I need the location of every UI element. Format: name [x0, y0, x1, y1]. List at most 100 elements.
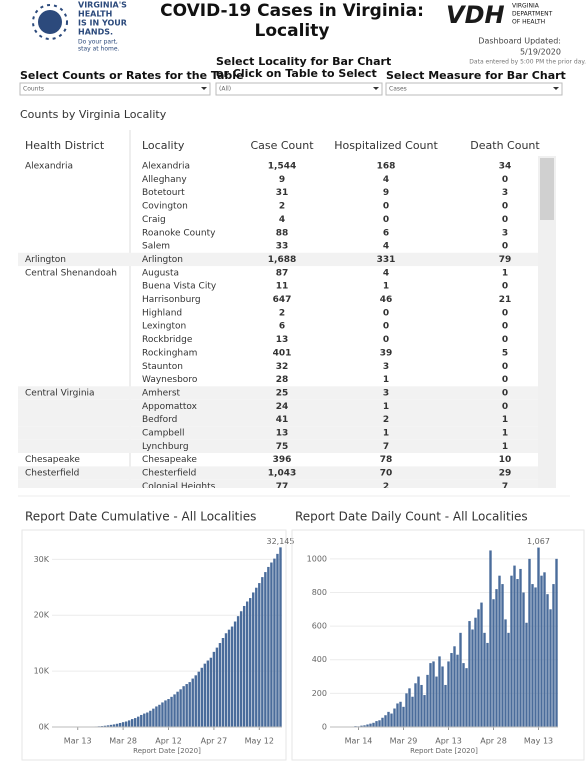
row-band: [18, 252, 538, 267]
table-number: 396: [273, 455, 292, 465]
filter-label: or Click on Table to Select: [216, 67, 377, 80]
table-cell: Highland: [142, 308, 182, 318]
logo-line: HEALTH: [78, 10, 112, 19]
bar: [261, 577, 264, 727]
dropdown[interactable]: Cases: [385, 82, 563, 96]
logo-line: IS IN YOUR: [78, 19, 127, 28]
bar: [411, 696, 414, 727]
bar: [462, 663, 465, 727]
bar: [375, 721, 378, 727]
table-number: 0: [502, 175, 508, 185]
bar: [432, 661, 435, 727]
bar: [528, 558, 531, 727]
bar: [267, 566, 270, 727]
bar: [137, 716, 140, 727]
table-number: 1: [383, 282, 389, 292]
table-number: 0: [502, 335, 508, 345]
chart-frame: [291, 529, 585, 761]
bar: [429, 663, 432, 727]
table-number: 1: [383, 402, 389, 412]
bar: [360, 725, 363, 727]
table-number: 41: [276, 415, 289, 425]
bar: [249, 598, 252, 727]
scrollbar[interactable]: [538, 156, 556, 488]
bar: [480, 602, 483, 727]
bar: [399, 701, 402, 727]
bar: [372, 722, 375, 727]
bar: [381, 717, 384, 727]
row-band: [18, 426, 538, 440]
bar: [200, 667, 204, 727]
vdh-name: OF HEALTH: [512, 19, 545, 26]
table-cell: Botetourt: [142, 188, 185, 198]
dropdown-value: Counts: [23, 86, 44, 93]
bar: [456, 654, 459, 727]
table-number: 3: [502, 188, 508, 198]
row-band: [18, 479, 538, 488]
dropdown[interactable]: (All): [215, 82, 383, 96]
updated-label: Dashboard Updated:: [478, 37, 561, 46]
table-number: 1: [502, 429, 508, 439]
dropdown-value: (All): [219, 86, 231, 93]
bar: [206, 660, 210, 727]
chart-frame: [21, 529, 287, 761]
table-number: 34: [499, 162, 512, 172]
table-number: 32: [276, 362, 289, 372]
bar: [504, 619, 507, 727]
row-band: [18, 412, 538, 427]
table-number: 0: [383, 308, 389, 318]
bar: [405, 693, 408, 727]
table-number: 4: [383, 175, 389, 185]
bar: [390, 713, 393, 727]
table-number: 4: [383, 242, 389, 252]
bar: [549, 609, 552, 727]
bar: [501, 584, 504, 727]
table-number: 7: [383, 442, 389, 452]
dropdown[interactable]: Counts: [19, 82, 211, 96]
bar: [273, 558, 276, 727]
updated-date: 5/19/2020: [520, 48, 561, 57]
table-cell: Chesapeake: [25, 455, 80, 465]
bar: [255, 587, 258, 727]
filter-label: Select Measure for Bar Chart: [386, 69, 566, 82]
bar: [182, 686, 185, 727]
table-header: Health District Locality Case Count Hospita…: [25, 139, 540, 152]
table-number: 2: [279, 202, 285, 212]
bar: [468, 621, 471, 727]
table-number: 29: [499, 469, 512, 479]
table-number: 11: [276, 282, 289, 292]
bar: [152, 708, 155, 727]
bar: [537, 547, 540, 727]
bar: [112, 724, 116, 727]
scroll-thumb[interactable]: [540, 158, 554, 220]
table-cell: Lynchburg: [142, 442, 189, 452]
table-cell: Central Virginia: [25, 388, 95, 398]
table-number: 9: [279, 175, 285, 185]
table-number: 0: [502, 322, 508, 332]
table-cell: Chesapeake: [142, 455, 197, 465]
bar: [143, 713, 146, 727]
table-number: 0: [502, 202, 508, 212]
table-number: 3: [383, 388, 389, 398]
bar: [188, 682, 191, 727]
column-header: Health District: [25, 139, 105, 152]
table-cell: Lexington: [142, 322, 186, 332]
table-number: 9: [383, 188, 389, 198]
table-number: 0: [383, 322, 389, 332]
row-band: [18, 386, 538, 400]
y-tick-label: 200: [312, 689, 327, 698]
table-cell: Appomattox: [142, 402, 198, 412]
updated-note: Data entered by 5:00 PM the prior day.: [469, 59, 586, 66]
bar: [420, 684, 423, 727]
x-tick-label: Apr 12: [155, 737, 182, 746]
y-tick-label: 30K: [34, 555, 50, 564]
x-tick-label: Mar 29: [390, 737, 418, 746]
bar: [109, 724, 113, 727]
table-number: 168: [377, 162, 396, 172]
x-tick-label: May 13: [524, 737, 553, 746]
bar: [435, 676, 438, 727]
bar: [516, 579, 519, 727]
bar: [423, 695, 426, 727]
table-number: 331: [377, 255, 396, 265]
bar: [465, 668, 468, 727]
